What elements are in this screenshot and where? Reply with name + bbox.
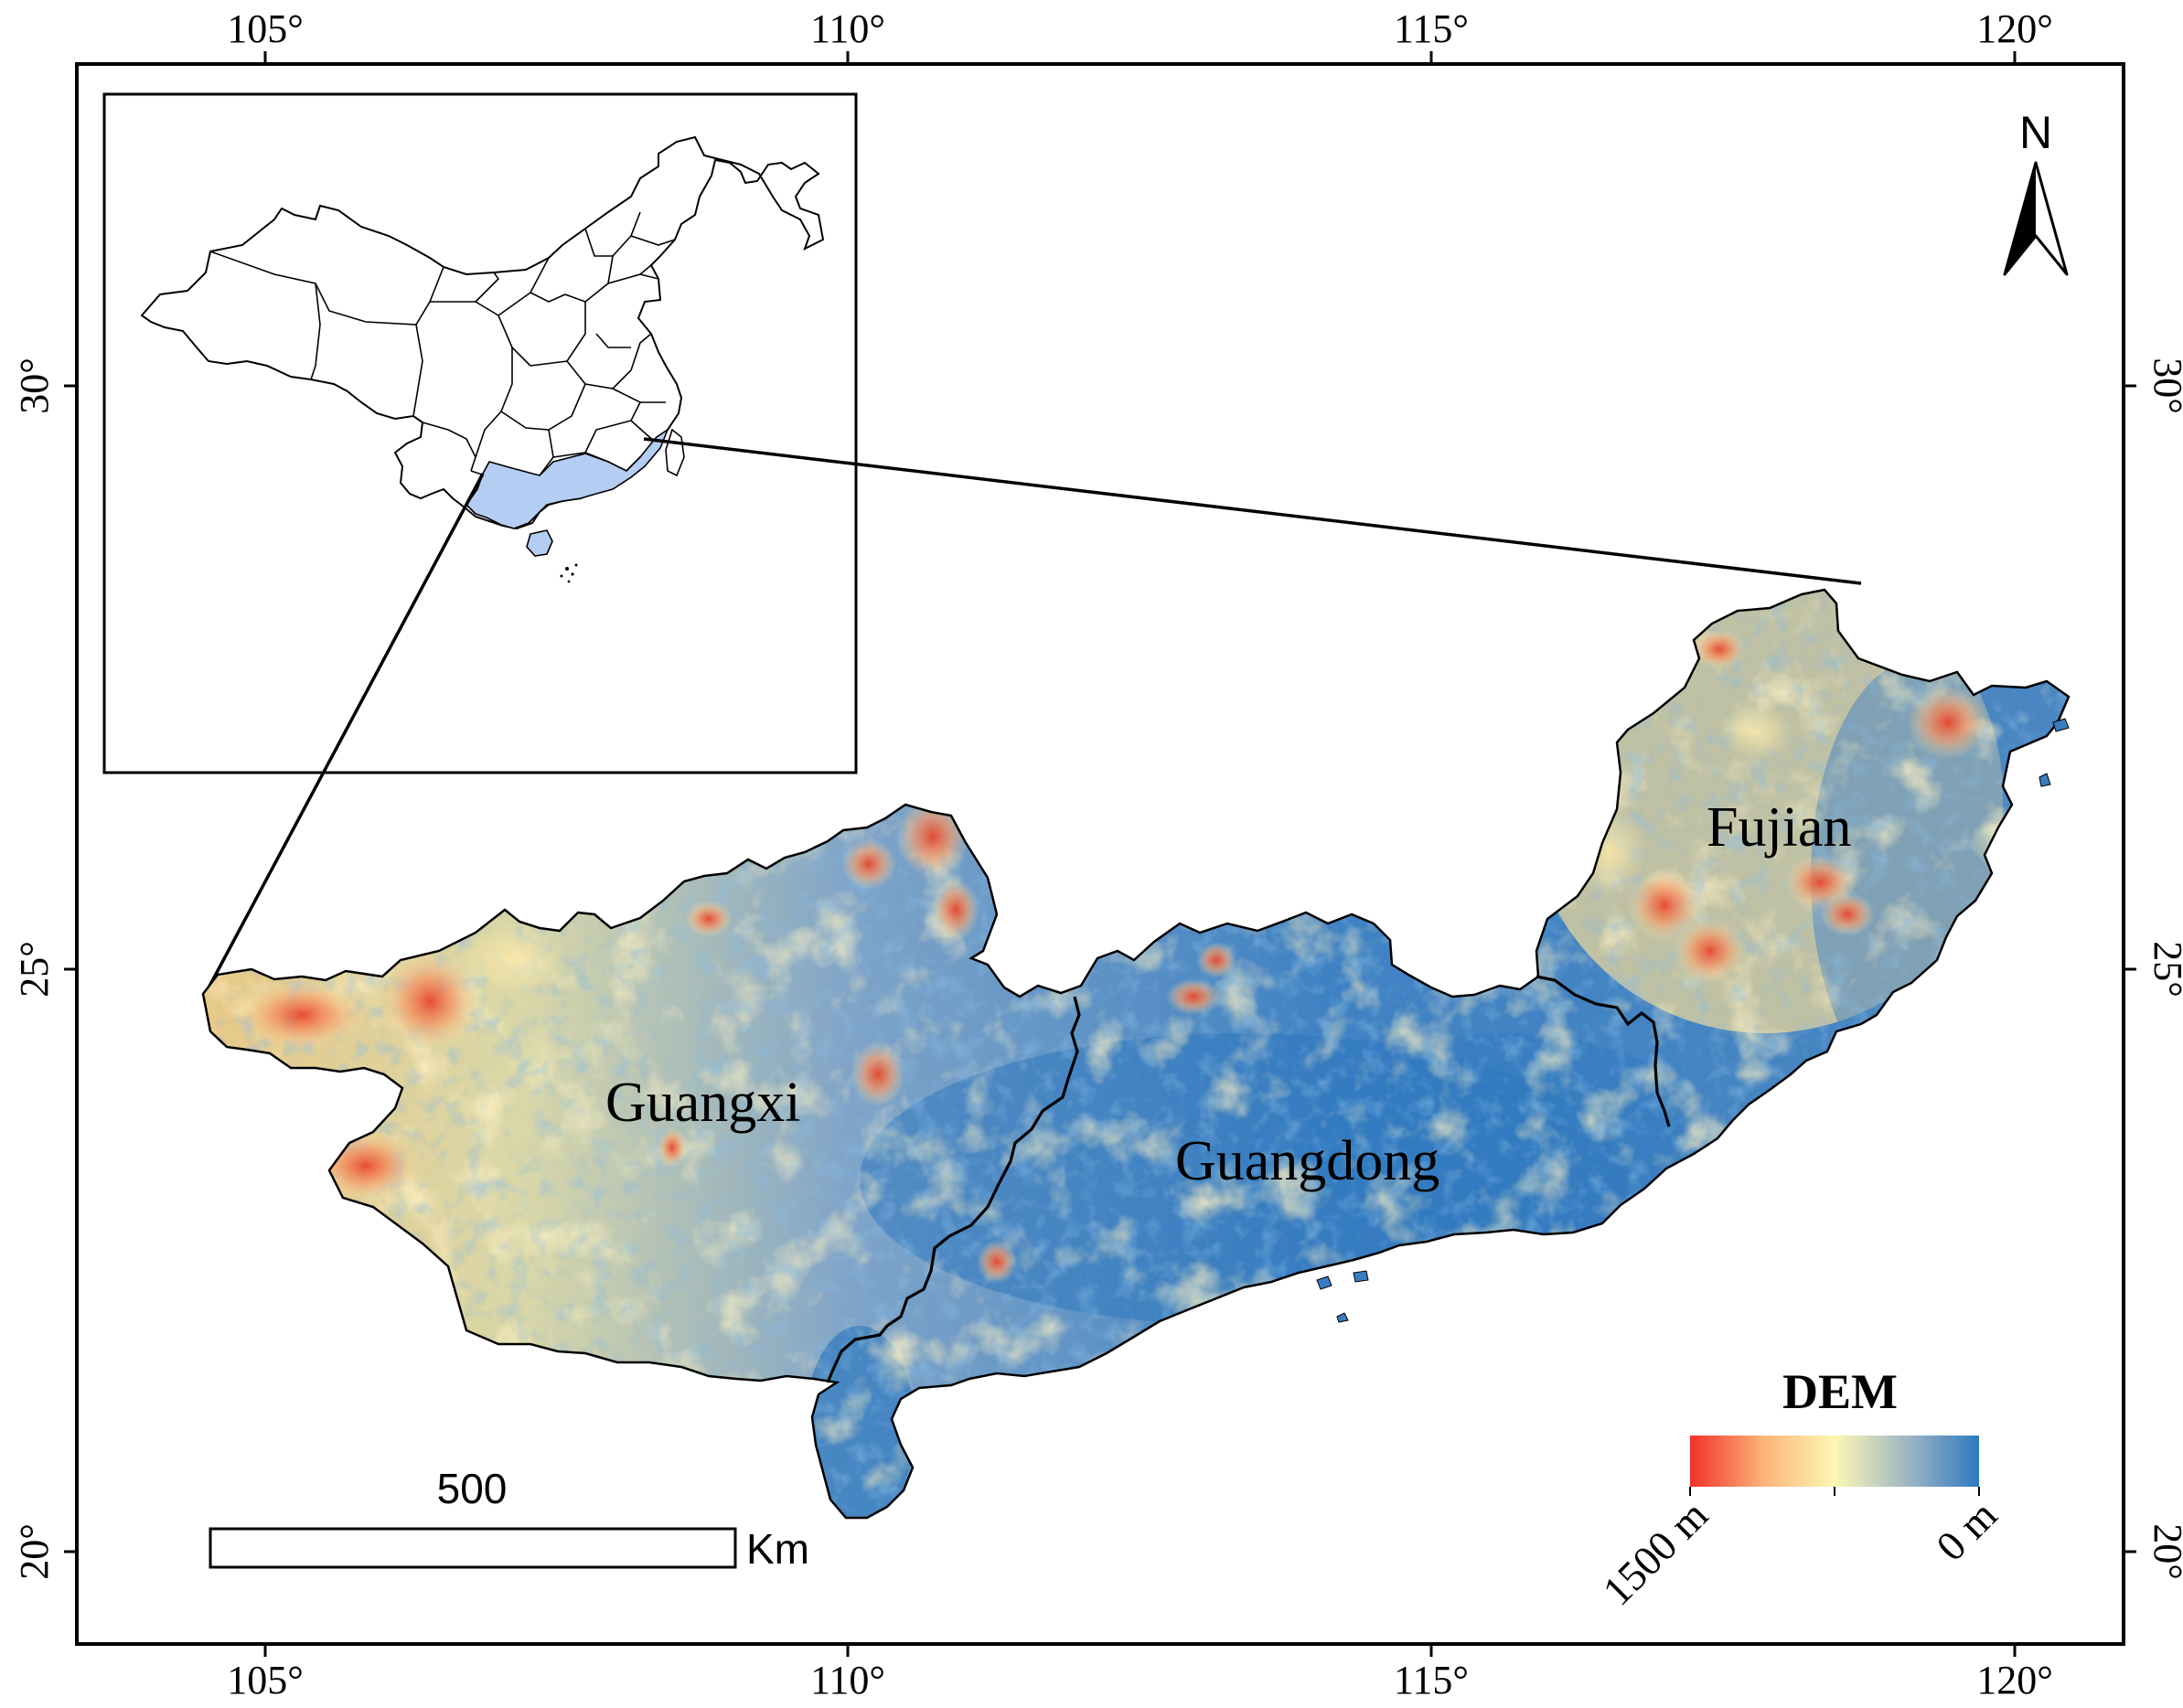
lon-label-110-top: 110° — [810, 6, 885, 51]
map-frame — [75, 62, 2125, 1646]
province-lines — [209, 211, 676, 481]
legend-title: DEM — [1782, 1364, 1898, 1419]
boundary-guangdong-fujian — [1536, 975, 1671, 1127]
lat-label-25-left: 25° — [12, 941, 57, 998]
lon-label-120-bottom: 120° — [1976, 1658, 2053, 1703]
lon-label-105-top: 105° — [227, 6, 304, 51]
province-label-guangxi: Guangxi — [605, 1072, 801, 1134]
lon-label-110-bottom: 110° — [810, 1658, 885, 1703]
lat-label-30-left: 30° — [12, 358, 57, 414]
province-label-guangdong: Guangdong — [1175, 1130, 1439, 1192]
inset-study-region — [465, 427, 669, 529]
dem-legend: DEM 1500 m 0 m — [1594, 1364, 2006, 1615]
lon-ticks-bottom — [263, 1644, 2017, 1657]
lat-label-30-right: 30° — [2146, 358, 2183, 414]
legend-low-label: 0 m — [1927, 1491, 2006, 1570]
boundary-guangxi-guangdong — [826, 996, 1081, 1383]
lat-ticks-left — [64, 384, 77, 1553]
scale-bar-value: 500 — [437, 1465, 508, 1512]
lon-ticks-top — [263, 51, 2017, 64]
lon-label-115-top: 115° — [1394, 6, 1469, 51]
inset-map — [102, 92, 858, 774]
coastline-outline — [201, 588, 2071, 1520]
south-sea-islands — [560, 563, 578, 583]
legend-color-ramp — [1690, 1436, 1979, 1487]
lon-label-120-top: 120° — [1976, 6, 2053, 51]
lat-label-25-right: 25° — [2146, 941, 2183, 998]
inset-leader-lines — [203, 437, 1862, 996]
province-boundaries — [826, 975, 1671, 1383]
lat-label-20-left: 20° — [12, 1523, 57, 1580]
province-label-fujian: Fujian — [1707, 796, 1851, 859]
lat-label-20-right: 20° — [2146, 1523, 2183, 1580]
coastal-islets — [1316, 718, 2070, 1323]
china-outline — [140, 135, 825, 530]
lon-label-105-bottom: 105° — [227, 1658, 304, 1703]
north-arrow-icon: N — [2003, 107, 2069, 276]
lat-ticks-right — [2124, 384, 2136, 1553]
legend-high-label: 1500 m — [1594, 1491, 1718, 1615]
hainan-island — [526, 529, 553, 557]
scale-bar-unit: Km — [746, 1525, 809, 1573]
north-arrow-label: N — [2019, 107, 2052, 158]
scale-bar: 500 Km — [209, 1465, 809, 1573]
lon-label-115-bottom: 115° — [1394, 1658, 1469, 1703]
